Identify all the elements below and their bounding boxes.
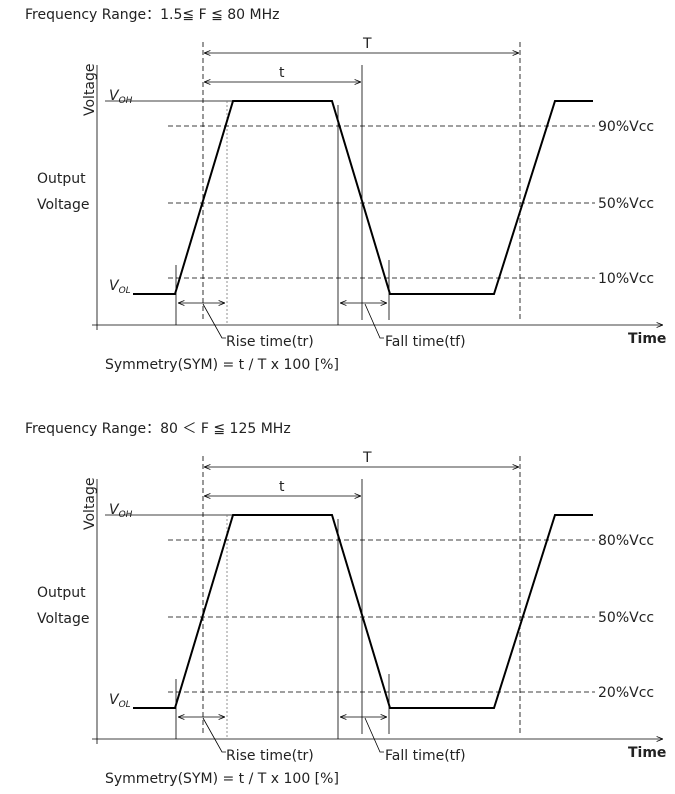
rise-leader	[202, 717, 226, 753]
x-axis-label: Time	[628, 331, 666, 347]
rise-leader	[202, 303, 226, 339]
vol-main: V	[109, 278, 120, 294]
panel-title: Frequency Range：1.5≦ F ≦ 80 MHz	[25, 7, 280, 23]
period-label: T	[362, 36, 372, 52]
fall-label: Fall time(tf)	[385, 748, 466, 764]
level-label: 50%Vcc	[598, 610, 654, 626]
output-label: Output	[37, 171, 86, 187]
formula: Symmetry(SYM) = t / T x 100 [%]	[105, 771, 339, 787]
vol-label: VOL	[109, 692, 131, 710]
output-label: Voltage	[37, 197, 90, 213]
y-axis-label: Voltage	[82, 63, 98, 116]
formula: Symmetry(SYM) = t / T x 100 [%]	[105, 357, 339, 373]
level-label: 10%Vcc	[598, 271, 654, 287]
fall-leader	[364, 303, 384, 339]
x-axis-label: Time	[628, 745, 666, 761]
voh-label: VOH	[109, 502, 133, 520]
vol-label: VOL	[109, 278, 131, 296]
level-label: 50%Vcc	[598, 196, 654, 212]
vol-sub: OL	[119, 286, 131, 296]
vol-sub: OL	[119, 700, 131, 710]
vol-main: V	[109, 692, 120, 708]
voh-main: V	[109, 502, 120, 518]
timing-panel: Frequency Range：80 ＜ F ≦ 125 MHz Voltage T…	[25, 421, 666, 787]
fall-label: Fall time(tf)	[385, 334, 466, 350]
output-label: Voltage	[37, 611, 90, 627]
output-label: Output	[37, 585, 86, 601]
voh-main: V	[109, 88, 120, 104]
panel-title: Frequency Range：80 ＜ F ≦ 125 MHz	[25, 421, 291, 437]
level-label: 90%Vcc	[598, 119, 654, 135]
high-label: t	[279, 65, 285, 81]
waveform	[133, 514, 593, 709]
fall-leader	[364, 717, 384, 753]
rise-label: Rise time(tr)	[226, 748, 314, 764]
rise-label: Rise time(tr)	[226, 334, 314, 350]
timing-panel: Frequency Range：1.5≦ F ≦ 80 MHz Voltage Ti…	[25, 7, 666, 373]
voh-label: VOH	[109, 88, 133, 106]
level-label: 80%Vcc	[598, 533, 654, 549]
waveform	[133, 100, 593, 295]
high-label: t	[279, 479, 285, 495]
y-axis-label: Voltage	[82, 477, 98, 530]
period-label: T	[362, 450, 372, 466]
level-label: 20%Vcc	[598, 685, 654, 701]
